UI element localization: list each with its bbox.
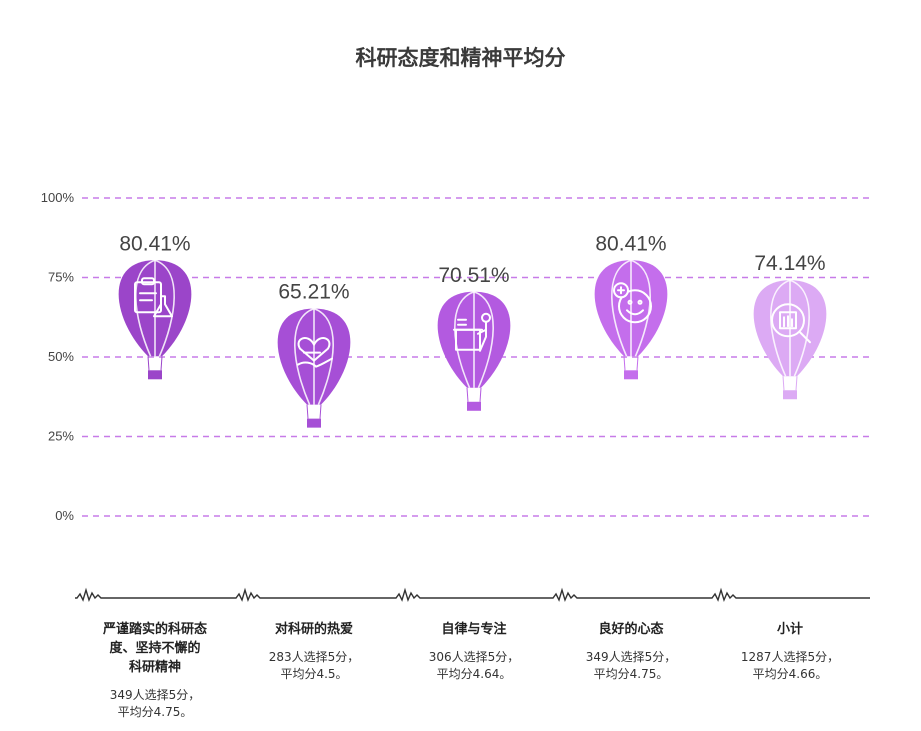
category-label: 对科研的热爱 <box>239 620 389 639</box>
balloon-basket <box>148 370 162 380</box>
y-tick-label: 0% <box>55 508 74 523</box>
category-label-line: 良好的心态 <box>598 622 664 637</box>
balloon-bar: 74.14% <box>753 252 827 400</box>
clipboard-flask-icon <box>134 277 173 318</box>
category-label: 自律与专注 <box>399 620 549 639</box>
y-tick-label: 75% <box>48 270 74 285</box>
category-note-line: 平均分4.75。 <box>117 705 193 719</box>
category-note-line: 283人选择5分， <box>268 650 360 664</box>
category-note: 349人选择5分， 平均分4.75。 <box>556 649 706 683</box>
smiley-plus-icon <box>613 282 652 324</box>
category-note-line: 平均分4.75。 <box>593 667 669 681</box>
basket-rope <box>466 387 469 402</box>
category-note-line: 349人选择5分， <box>109 688 201 702</box>
category-note: 283人选择5分， 平均分4.5。 <box>239 649 389 683</box>
balloon-bar: 65.21% <box>277 281 351 428</box>
category-label: 小计 <box>715 620 865 639</box>
basket-rope <box>147 356 150 371</box>
balloon-gore-line <box>770 279 791 377</box>
category-note-line: 平均分4.66。 <box>752 667 828 681</box>
balloon-bar: 80.41% <box>594 232 668 380</box>
magnifier-document-icon <box>771 303 811 344</box>
category-label-line: 对科研的热爱 <box>274 622 353 637</box>
balloon-gore-line <box>313 307 334 405</box>
basket-rope <box>160 356 163 371</box>
balloon-gore-line <box>473 291 494 389</box>
category-note-line: 平均分4.5。 <box>280 667 348 681</box>
basket-rope <box>319 404 322 419</box>
category-note-line: 306人选择5分， <box>428 650 520 664</box>
basket-rope <box>306 404 309 419</box>
basket-rope <box>795 376 798 391</box>
basket-rope <box>636 356 639 371</box>
category-label-line: 自律与专注 <box>441 622 507 637</box>
category-label-line: 度、坚持不懈的 <box>109 641 201 656</box>
chart-title: 科研态度和精神平均分 <box>355 46 566 70</box>
y-tick-label: 100% <box>41 190 75 205</box>
category-label-line: 科研精神 <box>128 660 181 675</box>
value-label: 65.21% <box>278 281 349 304</box>
category-label: 严谨踏实的科研态 度、坚持不懈的 科研精神 <box>80 620 230 677</box>
balloon-basket <box>307 418 321 428</box>
value-label: 80.41% <box>595 232 666 255</box>
category-note-line: 平均分4.64。 <box>436 667 512 681</box>
basket-rope <box>479 387 482 402</box>
category-note: 306人选择5分， 平均分4.64。 <box>399 649 549 683</box>
balloon-gore-line <box>294 307 315 405</box>
category-note: 1287人选择5分， 平均分4.66。 <box>715 649 865 683</box>
balloon-gore-line <box>611 259 632 357</box>
balloon-basket <box>624 370 638 380</box>
category-note: 349人选择5分， 平均分4.75。 <box>80 687 230 721</box>
x-axis-baseline <box>75 587 870 603</box>
balloon-basket <box>783 390 797 400</box>
balloon-gore-line <box>630 259 651 357</box>
category-label: 良好的心态 <box>556 620 706 639</box>
heart-hand-icon <box>297 336 333 368</box>
balloon-gore-line <box>154 259 175 357</box>
value-label: 70.51% <box>438 264 509 287</box>
y-tick-label: 50% <box>48 349 74 364</box>
y-tick-label: 25% <box>48 429 74 444</box>
basket-rope <box>623 356 626 371</box>
value-label: 80.41% <box>119 232 190 255</box>
person-desk-icon <box>453 312 491 352</box>
balloon-gore-line <box>789 279 810 377</box>
category-label-line: 小计 <box>776 622 803 637</box>
category-label-line: 严谨踏实的科研态 <box>102 622 207 637</box>
value-label: 74.14% <box>754 252 825 275</box>
category-note-line: 1287人选择5分， <box>740 650 840 664</box>
balloon-bar: 70.51% <box>437 264 511 411</box>
basket-rope <box>782 376 785 391</box>
category-note-line: 349人选择5分， <box>585 650 677 664</box>
balloon-bar: 80.41% <box>118 232 192 380</box>
balloon-basket <box>467 401 481 411</box>
